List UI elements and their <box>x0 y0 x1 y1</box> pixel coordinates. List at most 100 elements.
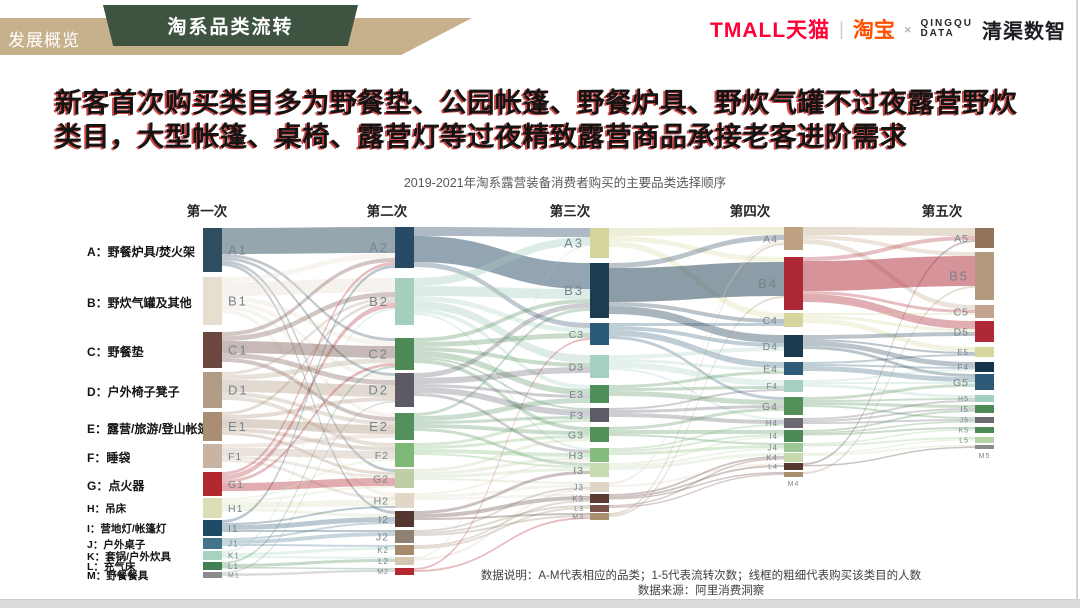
sankey-link <box>803 240 975 465</box>
sankey-node-label: K2 <box>377 546 389 555</box>
sankey-link <box>803 236 975 261</box>
sankey-link <box>414 236 590 289</box>
sankey-node-label: A3 <box>564 236 584 251</box>
sankey-node <box>203 572 222 578</box>
sankey-node <box>975 374 994 390</box>
page-right-edge <box>1076 0 1078 600</box>
legend-item-J: J：户外桌子 <box>87 538 146 551</box>
sankey-link <box>609 236 784 262</box>
sankey-node <box>590 228 609 258</box>
sankey-node-label: B2 <box>369 294 389 309</box>
sankey-link <box>609 434 784 452</box>
sankey-link <box>222 530 395 532</box>
sankey-node <box>784 335 803 357</box>
sankey-link <box>414 301 590 363</box>
column-header-4: 第四次 <box>729 204 771 219</box>
sankey-link <box>803 346 975 377</box>
sankey-link <box>803 427 975 436</box>
sankey-link <box>803 227 975 236</box>
qingqu-logo-line2: DATA <box>920 28 955 39</box>
sankey-node <box>590 448 609 462</box>
sankey-link <box>222 456 395 478</box>
sankey-link <box>609 391 784 405</box>
sankey-link <box>222 353 395 385</box>
sankey-link <box>803 429 975 445</box>
sankey-link <box>414 424 590 435</box>
sankey-node <box>395 469 414 488</box>
sankey-node <box>590 427 609 442</box>
legend-item-A: A：野餐炉具/焚火架 <box>87 245 196 259</box>
sankey-link <box>414 489 590 561</box>
sankey-node-label: K1 <box>228 551 240 560</box>
sankey-node <box>784 397 803 415</box>
chart-title: 2019-2021年淘系露营装备消费者购买的主要品类选择顺序 <box>403 176 727 190</box>
sankey-link <box>222 254 395 341</box>
sankey-link <box>609 453 784 470</box>
sankey-link <box>222 341 395 358</box>
sankey-node-label: F4 <box>958 363 969 372</box>
sankey-link <box>609 405 784 413</box>
sankey-node <box>203 277 222 325</box>
sankey-link <box>609 456 784 496</box>
sankey-link <box>609 465 784 498</box>
sankey-link <box>222 358 395 380</box>
sankey-node-label: A5 <box>954 233 969 245</box>
sankey-node <box>784 380 803 392</box>
sankey-node <box>590 323 609 345</box>
qingqu-logo-line1: QINGQU <box>920 18 973 29</box>
sankey-link <box>222 532 395 544</box>
sankey-link <box>222 301 395 380</box>
sankey-link <box>414 308 590 416</box>
sankey-link <box>803 339 975 354</box>
sankey-links-layer <box>222 227 975 576</box>
sankey-link <box>222 257 395 376</box>
sankey-link <box>222 296 395 346</box>
sankey-node-label: F2 <box>375 450 389 462</box>
sankey-node <box>203 538 222 549</box>
sankey-link <box>222 459 395 500</box>
sankey-link <box>414 393 590 453</box>
sankey-node-label: D5 <box>954 326 969 338</box>
sankey-link <box>222 567 395 570</box>
sankey-node-label: K4 <box>766 453 778 462</box>
sankey-node <box>784 313 803 327</box>
column-header-5: 第五次 <box>921 204 963 219</box>
sankey-link <box>222 303 395 480</box>
sankey-link <box>609 413 784 424</box>
sankey-node <box>395 511 414 527</box>
legend-item-K: K：套锅/户外炊具 <box>87 550 171 563</box>
sankey-link <box>609 336 784 400</box>
sankey-node-label: G2 <box>373 473 389 485</box>
sankey-link <box>803 437 975 447</box>
legend-item-E: E：露营/旅游/登山帐篷 <box>87 421 210 436</box>
sankey-link <box>222 278 395 296</box>
sankey-link <box>414 309 590 389</box>
sankey-link <box>414 367 590 384</box>
sankey-node-label: E4 <box>763 363 778 375</box>
sankey-node-label: B1 <box>228 294 248 309</box>
legend-item-C: C：野餐垫 <box>87 345 144 359</box>
sankey-link <box>803 315 975 332</box>
sankey-link <box>222 309 395 497</box>
sankey-link <box>803 398 975 402</box>
sankey-node <box>395 443 414 467</box>
sankey-node <box>975 427 994 433</box>
sankey-node <box>975 417 994 423</box>
sankey-node <box>203 228 222 272</box>
sankey-node <box>975 362 994 372</box>
sankey-link <box>222 308 395 553</box>
sankey-link <box>803 405 975 419</box>
sankey-node <box>784 443 803 452</box>
sankey-link <box>803 421 975 434</box>
sankey-node-label: K3 <box>572 494 584 503</box>
sankey-link <box>222 263 395 514</box>
sankey-link <box>414 517 590 572</box>
sankey-link <box>803 341 975 367</box>
sankey-node-label: G4 <box>762 401 778 413</box>
sankey-node <box>975 395 994 402</box>
sankey-link <box>609 473 784 508</box>
sankey-link <box>222 434 395 448</box>
sankey-link <box>609 235 784 268</box>
bottom-strip <box>0 599 1080 608</box>
sankey-link <box>414 347 590 367</box>
